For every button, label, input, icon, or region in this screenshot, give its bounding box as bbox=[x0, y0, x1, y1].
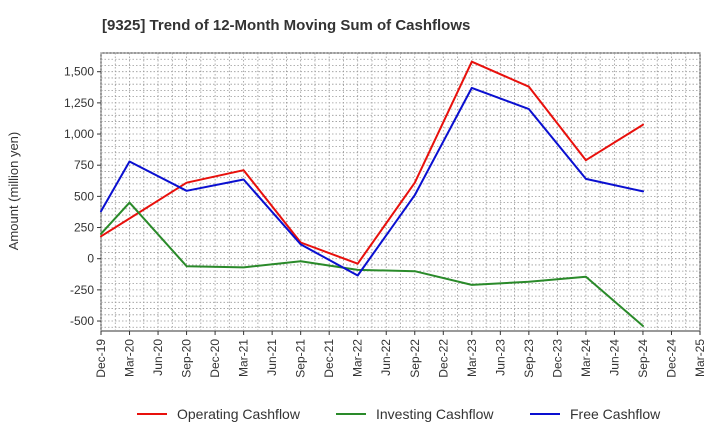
y-axis-label: Amount (million yen) bbox=[6, 132, 21, 251]
x-tick-label: Mar-24 bbox=[579, 339, 593, 377]
y-tick-label: 0 bbox=[87, 252, 94, 266]
y-tick-label: 1,500 bbox=[64, 65, 94, 79]
y-tick-label: -500 bbox=[70, 314, 94, 328]
y-tick-label: 500 bbox=[74, 189, 94, 203]
legend-label-operating-cashflow: Operating Cashflow bbox=[177, 406, 301, 422]
x-tick-label: Mar-22 bbox=[351, 339, 365, 377]
legend: Operating Cashflow Investing Cashflow Free… bbox=[137, 406, 661, 422]
x-tick-label: Dec-24 bbox=[664, 339, 678, 378]
x-tick-label: Jun-22 bbox=[379, 339, 393, 376]
axes: -500 -250 0 250 500 750 1,000 1,250 1,500 Dec-19 M… bbox=[64, 65, 707, 378]
x-tick-label: Jun-24 bbox=[607, 339, 621, 376]
free-cashflow-line bbox=[100, 86, 644, 277]
x-tick-label: Dec-20 bbox=[208, 339, 222, 378]
y-tick-label: 250 bbox=[74, 221, 94, 235]
x-tick-label: Dec-21 bbox=[322, 339, 336, 378]
x-tick-label: Sep-21 bbox=[294, 339, 308, 378]
x-tick-label: Jun-20 bbox=[151, 339, 165, 376]
operating-cashflow-line bbox=[100, 60, 644, 265]
x-tick-label: Dec-22 bbox=[436, 339, 450, 378]
y-tick-label: 1,250 bbox=[64, 96, 94, 110]
chart-title: [9325] Trend of 12-Month Moving Sum of C… bbox=[102, 17, 470, 34]
x-tick-label: Mar-21 bbox=[237, 339, 251, 377]
x-tick-label: Mar-23 bbox=[465, 339, 479, 377]
x-tick-label: Jun-23 bbox=[493, 339, 507, 376]
x-tick-label: Dec-23 bbox=[550, 339, 564, 378]
x-tick-label: Jun-21 bbox=[265, 339, 279, 376]
x-tick-label: Sep-20 bbox=[180, 339, 194, 378]
plot-area bbox=[100, 52, 701, 332]
x-tick-label: Sep-23 bbox=[522, 339, 536, 378]
investing-cashflow-line bbox=[100, 201, 644, 327]
y-tick-label: 750 bbox=[74, 158, 94, 172]
grid bbox=[100, 52, 701, 332]
x-tick-label: Sep-24 bbox=[636, 339, 650, 378]
y-tick-label: 1,000 bbox=[64, 127, 94, 141]
series-lines bbox=[100, 60, 644, 327]
x-tick-label: Mar-25 bbox=[693, 339, 707, 377]
x-tick-label: Dec-19 bbox=[94, 339, 108, 378]
x-tick-label: Sep-22 bbox=[408, 339, 422, 378]
legend-label-free-cashflow: Free Cashflow bbox=[570, 406, 661, 422]
x-tick-label: Mar-20 bbox=[123, 339, 137, 377]
legend-label-investing-cashflow: Investing Cashflow bbox=[376, 406, 494, 422]
y-tick-label: -250 bbox=[70, 283, 94, 297]
